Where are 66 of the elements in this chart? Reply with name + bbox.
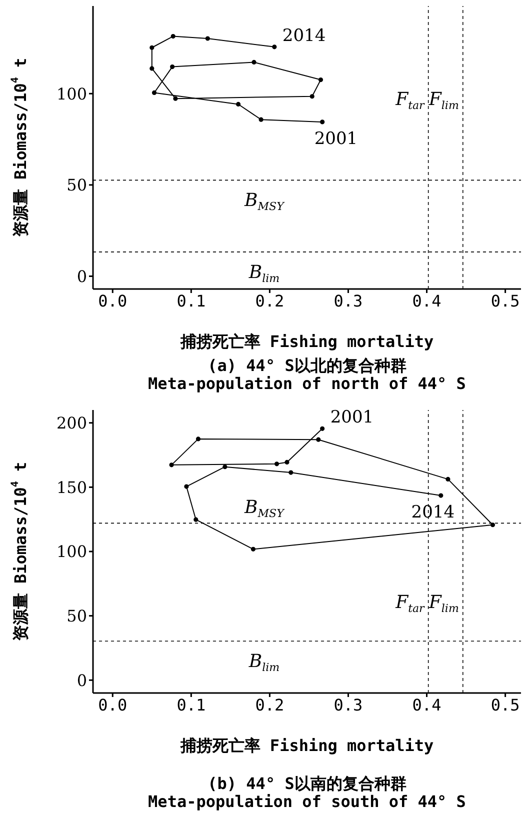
point — [316, 437, 321, 442]
point — [258, 117, 264, 122]
point — [446, 476, 450, 482]
y-tick-label: 50 — [66, 606, 87, 626]
y-tick-label: 100 — [56, 84, 87, 104]
point — [150, 66, 154, 71]
text: (a) 44° S以北的复合种群 — [206, 356, 408, 375]
point — [170, 64, 175, 70]
x-tick-label: 0.4 — [412, 695, 442, 714]
point — [222, 464, 228, 470]
point — [438, 493, 444, 498]
point — [170, 34, 176, 39]
x-tick-label: 0.3 — [334, 695, 363, 714]
point — [274, 462, 280, 466]
annotation: 2014 — [282, 26, 326, 46]
x-tick-label: 0.0 — [98, 695, 128, 714]
ref-line-label: B$_{lim}$ — [248, 651, 280, 674]
ref-line-label: F$_{lim}$ — [428, 592, 459, 615]
point — [310, 94, 314, 99]
point — [490, 522, 496, 528]
point — [169, 462, 174, 468]
y-tick-label: 0 — [76, 670, 87, 690]
y-tick-label: 0 — [76, 266, 87, 286]
point — [236, 102, 241, 107]
ref-line-label: B$_{MSY}$ — [244, 190, 286, 214]
y-tick-label: 150 — [56, 478, 87, 497]
x-axis-title: 捕捞死亡率 Fishing mortality — [179, 332, 435, 353]
y-tick-label: 100 — [56, 542, 87, 562]
point — [150, 45, 154, 50]
point — [184, 484, 189, 489]
x-tick-label: 0.1 — [176, 695, 206, 714]
x-tick-label: 0.2 — [255, 695, 284, 714]
x-tick-label: 0.5 — [490, 695, 520, 714]
y-tick-label: 50 — [66, 176, 87, 195]
ref-line-label: B$_{MSY}$ — [244, 497, 286, 520]
x-tick-label: 0.5 — [490, 291, 520, 310]
point — [252, 60, 256, 65]
x-tick-label: 0.0 — [98, 291, 128, 310]
x-tick-label: 0.1 — [176, 291, 206, 310]
x-tick-label: 0.4 — [412, 291, 442, 310]
point — [284, 460, 290, 465]
point — [194, 517, 198, 522]
y-tick-label: 200 — [56, 414, 87, 433]
x-tick-label: 0.2 — [255, 291, 284, 310]
point — [318, 77, 324, 82]
x-axis-title: 捕捞死亡率 Fishing mortality — [179, 736, 435, 757]
point — [272, 44, 277, 50]
point — [320, 120, 325, 124]
ref-line-label: F$_{lim}$ — [428, 89, 459, 112]
ref-line-label: B$_{lim}$ — [248, 262, 280, 285]
point — [205, 36, 210, 41]
ref-line-label: F$_{tar}$ — [394, 592, 426, 615]
annotation: 2014 — [411, 502, 455, 523]
text: Meta-population of south of 44° S — [147, 792, 467, 811]
point — [288, 470, 294, 475]
point — [196, 436, 201, 442]
point — [250, 546, 256, 552]
ref-line-label: F$_{tar}$ — [394, 89, 426, 112]
annotation: 2001 — [314, 128, 358, 149]
point — [152, 90, 157, 96]
text: Meta-population of north of 44° S — [147, 374, 467, 393]
annotation: 2001 — [330, 408, 374, 428]
point — [320, 426, 325, 431]
x-tick-label: 0.3 — [334, 291, 363, 310]
point — [173, 96, 178, 101]
text: (b) 44° S以南的复合种群 — [206, 774, 408, 793]
